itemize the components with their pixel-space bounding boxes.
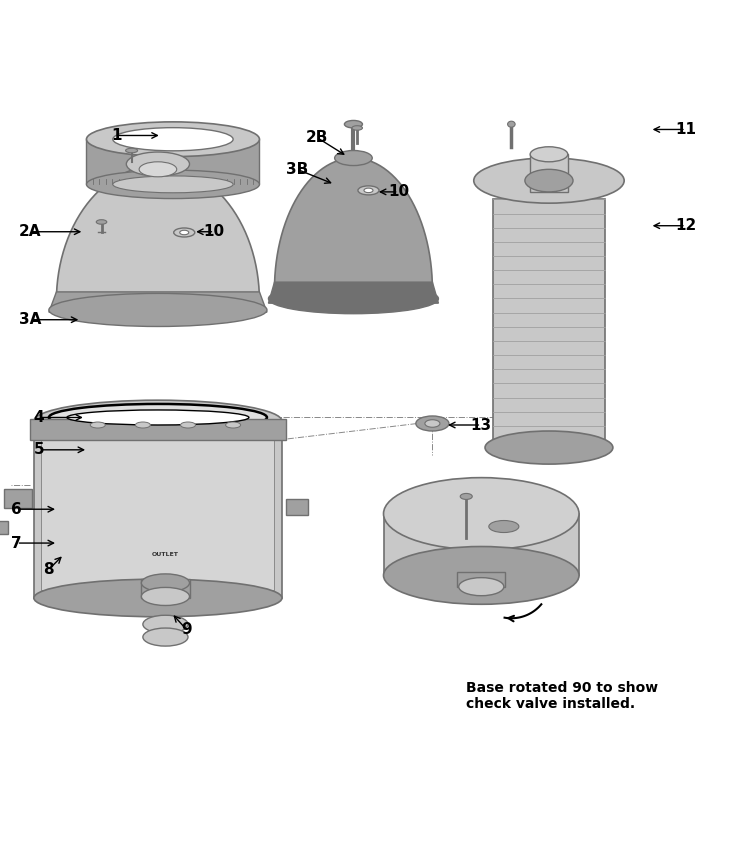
Ellipse shape bbox=[358, 186, 379, 195]
Text: 2A: 2A bbox=[19, 224, 41, 239]
Text: 5: 5 bbox=[34, 442, 44, 457]
Bar bbox=[4, 489, 32, 507]
Text: 8: 8 bbox=[44, 562, 54, 577]
Ellipse shape bbox=[425, 420, 440, 428]
Bar bbox=[141, 579, 190, 598]
Ellipse shape bbox=[113, 128, 233, 150]
Bar bbox=[34, 422, 282, 598]
Ellipse shape bbox=[459, 578, 504, 596]
Ellipse shape bbox=[49, 404, 267, 431]
Ellipse shape bbox=[180, 230, 189, 235]
Bar bbox=[530, 155, 568, 192]
Polygon shape bbox=[384, 513, 579, 575]
Ellipse shape bbox=[174, 228, 195, 237]
Text: 10: 10 bbox=[204, 224, 225, 239]
Text: 13: 13 bbox=[471, 417, 492, 433]
Ellipse shape bbox=[141, 574, 190, 592]
Text: 11: 11 bbox=[675, 122, 696, 137]
Ellipse shape bbox=[344, 121, 362, 128]
Bar bbox=[493, 200, 605, 440]
Ellipse shape bbox=[416, 416, 449, 431]
Ellipse shape bbox=[226, 422, 241, 428]
Ellipse shape bbox=[335, 150, 372, 166]
Ellipse shape bbox=[34, 579, 282, 617]
Bar bbox=[41, 436, 274, 591]
Bar bbox=[30, 419, 286, 440]
Ellipse shape bbox=[86, 122, 259, 156]
Ellipse shape bbox=[352, 126, 362, 130]
Polygon shape bbox=[268, 282, 438, 303]
Ellipse shape bbox=[384, 478, 579, 550]
Ellipse shape bbox=[143, 615, 188, 633]
Ellipse shape bbox=[268, 284, 438, 314]
Ellipse shape bbox=[485, 431, 613, 464]
Text: 4: 4 bbox=[34, 410, 44, 425]
Text: 12: 12 bbox=[675, 218, 696, 233]
Ellipse shape bbox=[530, 147, 568, 162]
Ellipse shape bbox=[508, 122, 515, 127]
Ellipse shape bbox=[49, 293, 267, 326]
Ellipse shape bbox=[113, 176, 233, 193]
Ellipse shape bbox=[384, 547, 579, 604]
Bar bbox=[0, 520, 8, 534]
Ellipse shape bbox=[67, 410, 249, 425]
Ellipse shape bbox=[34, 400, 282, 442]
Ellipse shape bbox=[126, 152, 190, 176]
Polygon shape bbox=[49, 292, 267, 312]
Bar bbox=[286, 499, 308, 515]
Ellipse shape bbox=[489, 520, 519, 533]
Ellipse shape bbox=[141, 587, 190, 605]
Text: OUTLET: OUTLET bbox=[152, 552, 179, 557]
Text: 1: 1 bbox=[111, 128, 122, 143]
Polygon shape bbox=[56, 166, 259, 301]
Text: 2B: 2B bbox=[306, 130, 329, 145]
Polygon shape bbox=[274, 158, 432, 290]
Text: 7: 7 bbox=[11, 536, 22, 551]
Text: 10: 10 bbox=[388, 184, 409, 200]
Ellipse shape bbox=[364, 188, 373, 193]
Polygon shape bbox=[86, 139, 259, 184]
Text: 3A: 3A bbox=[19, 312, 41, 327]
Ellipse shape bbox=[460, 494, 472, 500]
Ellipse shape bbox=[135, 422, 150, 428]
Bar bbox=[150, 620, 180, 637]
Ellipse shape bbox=[180, 422, 196, 428]
Ellipse shape bbox=[126, 148, 138, 153]
Ellipse shape bbox=[96, 219, 107, 224]
Text: Base rotated 90 to show
check valve installed.: Base rotated 90 to show check valve inst… bbox=[466, 681, 658, 711]
Ellipse shape bbox=[139, 162, 177, 177]
Ellipse shape bbox=[90, 422, 105, 428]
Ellipse shape bbox=[474, 158, 624, 203]
Text: 9: 9 bbox=[181, 622, 192, 637]
Ellipse shape bbox=[143, 628, 188, 646]
Text: 6: 6 bbox=[11, 502, 22, 517]
Text: 3B: 3B bbox=[286, 162, 308, 177]
Bar bbox=[457, 572, 505, 586]
Ellipse shape bbox=[86, 170, 259, 199]
Ellipse shape bbox=[525, 169, 573, 192]
